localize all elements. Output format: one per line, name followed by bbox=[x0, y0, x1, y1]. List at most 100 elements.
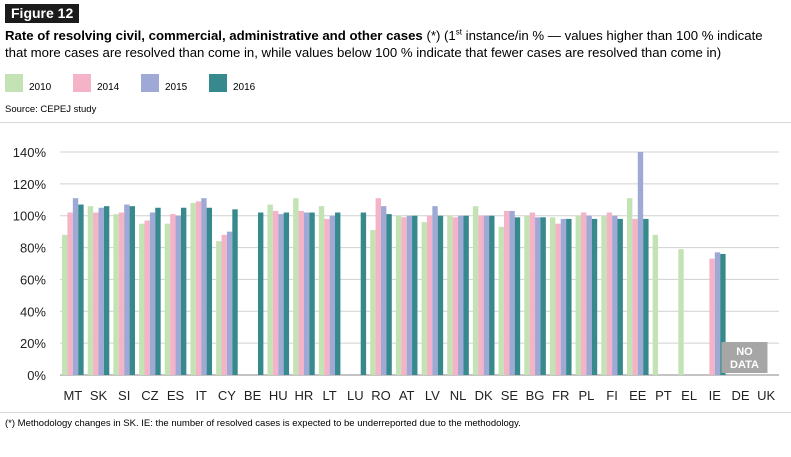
bar-mt-2016 bbox=[78, 204, 84, 375]
x-tick-label: SE bbox=[501, 388, 519, 403]
legend-item-2016: 2016 bbox=[209, 74, 289, 96]
bar-dk-2015 bbox=[483, 215, 490, 375]
bar-fi-2015 bbox=[612, 215, 618, 375]
bar-dk-2010 bbox=[472, 206, 479, 375]
bar-ee-2010 bbox=[626, 198, 633, 375]
bar-es-2014 bbox=[170, 214, 176, 375]
legend-label-2014: 2014 bbox=[97, 82, 120, 93]
x-tick-label: DK bbox=[475, 388, 493, 403]
bar-ee-2014 bbox=[632, 218, 638, 375]
bar-hr-2014 bbox=[298, 210, 304, 375]
bar-hu-2016 bbox=[283, 212, 290, 375]
bar-chart: 0% 20% 40% 60% 80% 100% 120% 140% MT SK SI CZ ES IT CY… bbox=[13, 145, 779, 403]
bar-bg-2015 bbox=[535, 217, 541, 375]
title-main: Rate of resolving civil, commercial, adm… bbox=[5, 28, 423, 43]
bar-se-2015 bbox=[509, 210, 515, 375]
bar-hr-2016 bbox=[309, 212, 315, 375]
bar-lu-2016 bbox=[360, 212, 367, 375]
bar-cy-2010 bbox=[216, 241, 222, 375]
y-tick-label: 20% bbox=[20, 336, 46, 351]
bar-pt-2010 bbox=[652, 234, 659, 375]
x-tick-label: BE bbox=[244, 388, 262, 403]
bar-cz-2010 bbox=[139, 223, 145, 375]
bar-fr-2014 bbox=[555, 223, 561, 375]
no-data-label-line2: DATA bbox=[730, 359, 759, 371]
bar-se-2016 bbox=[514, 217, 521, 375]
bar-at-2015 bbox=[406, 215, 413, 375]
bar-pl-2014 bbox=[581, 212, 587, 375]
subtitle-post: instance/in % — values higher than 100 %… bbox=[5, 28, 763, 60]
x-tick-label: EL bbox=[681, 388, 697, 403]
bar-cz-2014 bbox=[144, 220, 150, 375]
bar-lt-2015 bbox=[329, 215, 336, 375]
no-data-label-line1: NO bbox=[736, 346, 753, 358]
legend-label-2015: 2015 bbox=[165, 82, 188, 93]
bar-bg-2016 bbox=[540, 217, 546, 375]
legend-swatch-2014 bbox=[73, 74, 91, 92]
bar-sk-2015 bbox=[98, 207, 104, 375]
x-tick-label: MT bbox=[63, 388, 82, 403]
bar-bg-2010 bbox=[524, 215, 530, 375]
x-tick-label: PT bbox=[655, 388, 672, 403]
x-tick-label: IT bbox=[195, 388, 207, 403]
bar-bg-2014 bbox=[529, 212, 536, 375]
bar-es-2010 bbox=[164, 223, 171, 375]
bar-nl-2014 bbox=[452, 217, 459, 375]
x-tick-label: FI bbox=[606, 388, 618, 403]
x-tick-label: IE bbox=[709, 388, 722, 403]
bar-cy-2016 bbox=[232, 209, 238, 375]
subtitle-pre: (1 bbox=[444, 28, 456, 43]
chart-title: Rate of resolving civil, commercial, adm… bbox=[5, 27, 787, 61]
x-tick-label: LU bbox=[347, 388, 364, 403]
bar-lt-2010 bbox=[318, 206, 325, 375]
bar-ee-2016 bbox=[643, 218, 649, 375]
x-tick-label: HU bbox=[269, 388, 288, 403]
source-note: Source: CEPEJ study bbox=[5, 104, 97, 115]
bar-el-2010 bbox=[678, 249, 684, 375]
legend-item-2014: 2014 bbox=[73, 74, 153, 96]
bar-at-2010 bbox=[395, 215, 402, 375]
bar-se-2010 bbox=[498, 226, 504, 375]
bar-lv-2016 bbox=[437, 215, 444, 375]
bar-fr-2010 bbox=[549, 217, 556, 375]
no-data-background bbox=[721, 342, 768, 373]
x-tick-label: UK bbox=[757, 388, 775, 403]
footnote: (*) Methodology changes in SK. IE: the n… bbox=[5, 418, 521, 429]
bar-ro-2014 bbox=[375, 198, 381, 375]
bar-pl-2015 bbox=[586, 215, 592, 375]
x-tick-label: ES bbox=[167, 388, 185, 403]
bar-it-2014 bbox=[195, 201, 202, 375]
bar-lv-2014 bbox=[426, 215, 433, 375]
bar-ee-2015 bbox=[637, 152, 644, 375]
x-tick-label: BG bbox=[526, 388, 545, 403]
bar-si-2014 bbox=[118, 212, 125, 375]
bar-si-2010 bbox=[113, 214, 119, 375]
bar-mt-2010 bbox=[62, 234, 68, 375]
x-tick-label: CZ bbox=[141, 388, 158, 403]
bar-si-2015 bbox=[124, 204, 130, 375]
bar-cz-2016 bbox=[155, 207, 161, 375]
x-tick-label: SK bbox=[90, 388, 108, 403]
bar-cy-2014 bbox=[221, 234, 227, 375]
bar-it-2015 bbox=[201, 198, 207, 375]
bar-es-2016 bbox=[180, 207, 187, 375]
bar-fi-2016 bbox=[617, 218, 623, 375]
bar-lv-2010 bbox=[421, 222, 427, 375]
bar-fr-2016 bbox=[566, 218, 572, 375]
x-tick-label: FR bbox=[552, 388, 569, 403]
x-tick-label: CY bbox=[218, 388, 236, 403]
bar-es-2015 bbox=[175, 215, 181, 375]
bar-hu-2015 bbox=[278, 214, 284, 375]
legend-label-2010: 2010 bbox=[29, 82, 52, 93]
bar-mt-2015 bbox=[72, 198, 79, 375]
y-tick-label: 60% bbox=[20, 272, 46, 287]
y-tick-label: 140% bbox=[13, 145, 47, 160]
bar-fr-2015 bbox=[560, 218, 567, 375]
x-tick-label: PL bbox=[578, 388, 594, 403]
bar-sk-2016 bbox=[103, 206, 110, 375]
bar-nl-2010 bbox=[447, 215, 453, 375]
y-tick-label: 120% bbox=[13, 177, 47, 192]
bottom-divider bbox=[0, 412, 791, 413]
top-divider bbox=[0, 122, 791, 123]
legend-swatch-2016 bbox=[209, 74, 227, 92]
